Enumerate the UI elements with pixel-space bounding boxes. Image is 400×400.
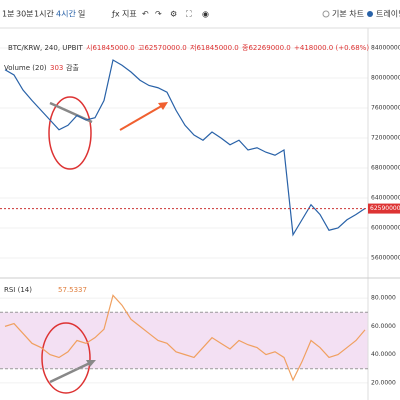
last-price-tag bbox=[368, 203, 400, 214]
arrowhead bbox=[86, 360, 96, 367]
undo[interactable]: ↶ bbox=[141, 10, 149, 19]
y-tick-label: 56000000.0 bbox=[371, 255, 400, 262]
indicator-icon[interactable]: ƒx bbox=[111, 10, 120, 19]
y-tick-label: 40.0000 bbox=[371, 351, 396, 358]
interval[interactable]: 30분 bbox=[16, 10, 34, 19]
rsi-band bbox=[0, 312, 368, 369]
tradingview-option[interactable]: 트레이딩뷰 bbox=[376, 9, 400, 19]
volume-legend: Volume (20) bbox=[4, 64, 47, 72]
interval[interactable]: 4시간 bbox=[56, 9, 76, 19]
y-tick-label: 60000000.0 bbox=[371, 225, 400, 232]
change: +418000.0 (+0.68%) bbox=[294, 44, 369, 52]
rsi-value: 57.5337 bbox=[58, 286, 87, 294]
arrowhead bbox=[158, 102, 168, 110]
snapshot[interactable]: ◉ bbox=[202, 10, 209, 19]
y-tick-label: 80.0000 bbox=[371, 295, 396, 302]
settings[interactable]: ⚙ bbox=[170, 10, 177, 19]
y-tick-label: 72000000.0 bbox=[371, 135, 400, 142]
series-line bbox=[4, 294, 366, 382]
close: 종62269000.0 bbox=[242, 44, 291, 52]
annotation-circle bbox=[41, 322, 91, 394]
y-tick-label: 20.0000 bbox=[371, 379, 396, 386]
interval[interactable]: 1시간 bbox=[34, 9, 54, 19]
rsi-legend: RSI (14) bbox=[4, 286, 32, 294]
radio[interactable] bbox=[322, 10, 330, 18]
low: 저61845000.0 bbox=[190, 43, 239, 52]
radio-selected[interactable] bbox=[367, 11, 373, 17]
toolbar bbox=[0, 0, 400, 28]
redo[interactable]: ↷ bbox=[155, 10, 162, 19]
y-tick-label: 64000000.0 bbox=[371, 195, 400, 202]
open: 시61845000.0 bbox=[86, 44, 135, 52]
volume-value: 303 bbox=[50, 64, 63, 72]
interval[interactable]: 일 bbox=[78, 10, 85, 19]
y-tick-label: 60.0000 bbox=[371, 323, 396, 330]
y-tick-label: 76000000.0 bbox=[371, 105, 400, 112]
basic-chart-option[interactable]: 기본 차트 bbox=[332, 10, 364, 19]
fullscreen[interactable]: ⛶ bbox=[185, 10, 192, 19]
interval[interactable]: 1분 bbox=[2, 10, 14, 19]
high: 고62570000.0 bbox=[138, 44, 187, 52]
symbol: BTC/KRW, 240, UPBIT bbox=[8, 44, 83, 52]
indicators-button[interactable]: 지표 bbox=[122, 10, 137, 19]
annotation-arrow bbox=[49, 360, 93, 384]
y-tick-label: 80000000.0 bbox=[371, 75, 400, 82]
y-tick-label: 68000000.0 bbox=[371, 165, 400, 172]
series-line bbox=[4, 59, 366, 237]
hide[interactable]: 감출 bbox=[66, 63, 79, 72]
annotation-arrow bbox=[119, 103, 166, 131]
annotation-circle bbox=[48, 96, 92, 170]
last-price-label: 62590000.0 bbox=[370, 205, 400, 212]
annotation-arrow bbox=[49, 101, 93, 124]
y-tick-label: 84000000.0 bbox=[371, 45, 400, 52]
